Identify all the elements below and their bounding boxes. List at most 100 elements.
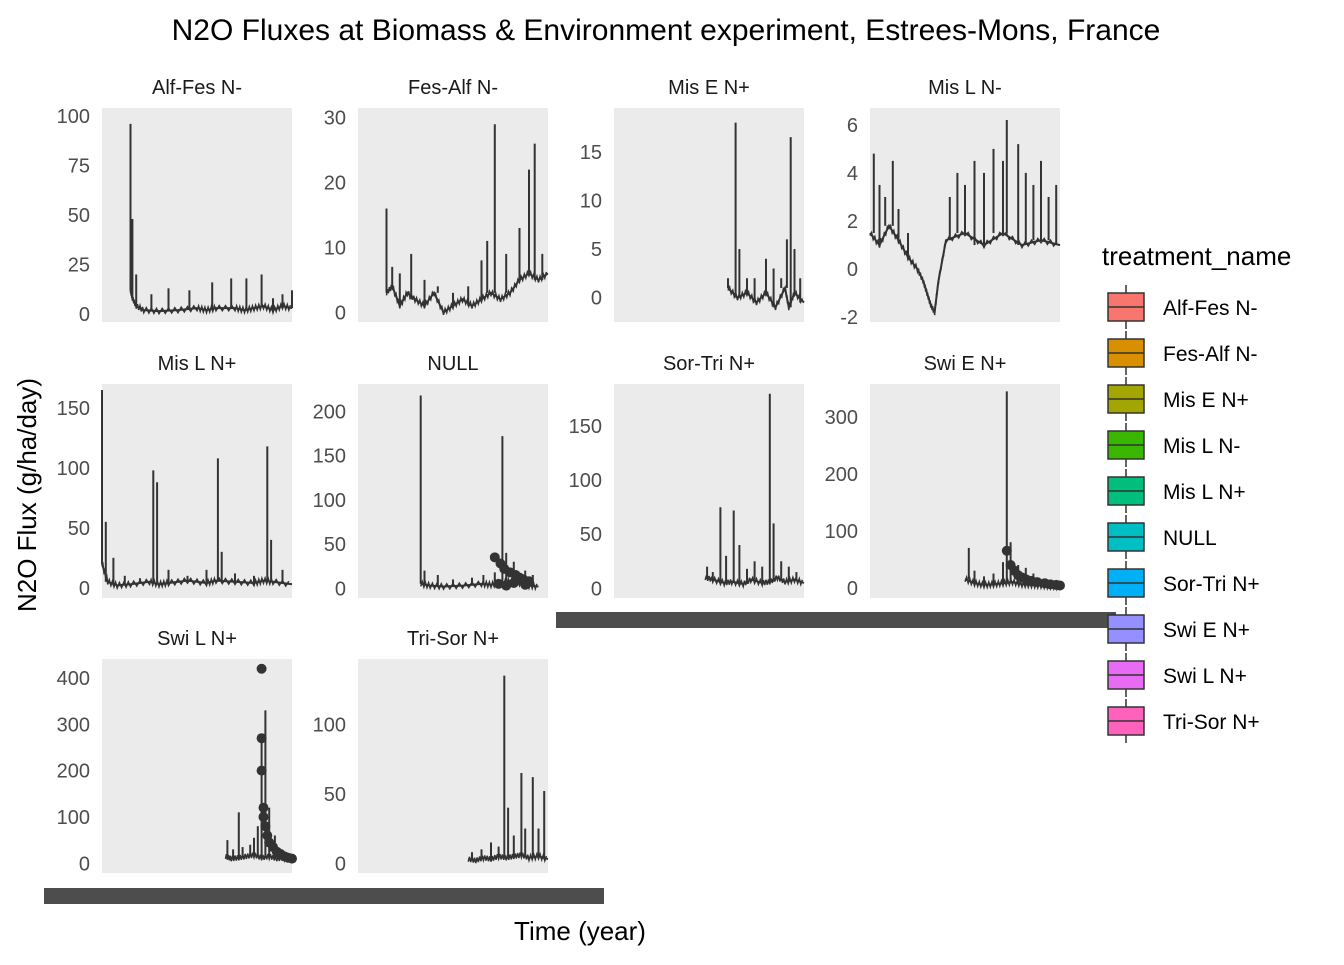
y-tick-label: 100 [313,490,346,512]
legend-label: Sor-Tri N+ [1163,573,1260,596]
y-tick-label: 0 [335,302,346,324]
facet-title: NULL [427,353,478,375]
y-tick-label: 5 [591,239,602,261]
series-noise [129,288,292,316]
outlier-point [1032,577,1043,588]
outlier-point [256,663,267,674]
y-tick-label: 100 [57,106,90,128]
series-noise [101,561,290,591]
panel-background [102,384,292,598]
y-tick-label: 200 [313,401,346,423]
panel-background [358,659,548,873]
outlier-point [258,811,269,822]
legend-item: Tri-Sor N+ [1107,699,1260,743]
outlier-point [260,821,271,832]
y-tick-label: 0 [79,304,90,326]
y-tick-label: 0 [847,259,858,281]
y-tick-label: 100 [313,714,346,736]
legend-label: NULL [1163,527,1217,550]
legend: treatment_name Alf-Fes N- Fes-Alf N- Mis E … [1102,241,1291,743]
facet-panel: Mis L N- -2 0 2 4 6 [840,77,1061,329]
facet-title: Fes-Alf N- [408,77,498,99]
legend-item: Swi E N+ [1107,607,1250,651]
legend-item: Alf-Fes N- [1107,285,1258,329]
legend-label: Mis L N- [1163,435,1240,458]
legend-item: Mis L N+ [1107,469,1246,513]
legend-label: Swi E N+ [1163,619,1250,642]
legend-item: Fes-Alf N- [1107,331,1258,375]
y-tick-label: 0 [591,288,602,310]
facet-title: Mis L N- [928,77,1002,99]
y-tick-label: 100 [825,521,858,543]
series-noise [704,574,804,590]
panel-background [102,659,292,873]
y-tick-label: 0 [591,578,602,600]
y-tick-label: 0 [79,853,90,875]
outlier-point [287,853,297,864]
y-tick-label: 150 [313,446,346,468]
panel-background [102,108,292,322]
y-tick-label: 6 [847,115,858,137]
y-tick-label: 50 [68,205,90,227]
facet-panel: Alf-Fes N- 0 25 50 75 100 [57,77,293,326]
series-noise [385,269,548,316]
outlier-point [258,802,269,813]
x-axis-label: Time (year) [514,916,646,946]
legend-item: Sor-Tri N+ [1107,561,1260,605]
outlier-point [256,733,267,744]
y-tick-label: 0 [847,578,858,600]
x-tick-labels-overlap [44,888,604,904]
facet-panel: Fes-Alf N- 0 10 20 30 [324,77,549,324]
facet-panel: Tri-Sor N+ 0 50 100 [313,628,549,875]
facet-title: Swi L N+ [157,628,237,650]
y-axis-label: N2O Flux (g/ha/day) [12,378,42,612]
legend-label: Mis E N+ [1163,389,1249,412]
y-tick-label: 50 [324,784,346,806]
facet-title: Mis L N+ [158,353,237,375]
y-tick-label: 10 [580,190,602,212]
y-tick-label: 4 [847,163,858,185]
facet-panel: Mis E N+ 0 5 10 15 [580,77,805,322]
panel-background [614,108,804,322]
legend-label: Tri-Sor N+ [1163,711,1260,734]
y-tick-label: 150 [569,416,602,438]
legend-item: NULL [1107,515,1217,559]
y-tick-label: 0 [335,853,346,875]
facet-panel: Swi L N+ 0 100 200 300 400 [57,628,297,875]
legend-label: Swi L N+ [1163,665,1247,688]
y-tick-label: 75 [68,155,90,177]
x-tick-labels-overlap [556,612,1116,628]
y-tick-label: 200 [57,761,90,783]
panel-background [358,384,548,598]
legend-item: Swi L N+ [1107,653,1247,697]
y-tick-label: 400 [57,668,90,690]
series-noise [224,852,292,864]
legend-label: Alf-Fes N- [1163,297,1258,320]
outlier-point [508,577,519,588]
y-tick-label: 200 [825,464,858,486]
facet-panel: Sor-Tri N+ 0 50 100 150 [569,353,805,600]
facet-title: Sor-Tri N+ [663,353,755,375]
legend-label: Mis L N+ [1163,481,1246,504]
outlier-point [493,578,504,589]
y-tick-label: 10 [324,237,346,259]
y-tick-label: 20 [324,173,346,195]
y-tick-label: 25 [68,255,90,277]
chart-title: N2O Fluxes at Biomass & Environment expe… [172,14,1161,47]
outlier-point [501,580,512,591]
y-tick-label: 2 [847,211,858,233]
facet-title: Alf-Fes N- [152,77,242,99]
facet-title: Mis E N+ [668,77,750,99]
outlier-point [1001,545,1012,556]
facet-panel: NULL 0 50 100 150 200 [313,353,548,600]
y-tick-label: 100 [569,470,602,492]
y-tick-label: 150 [57,398,90,420]
outlier-point [256,765,267,776]
facet-title: Tri-Sor N+ [407,628,499,650]
legend-item: Mis L N- [1107,423,1240,467]
series-noise [869,223,1058,316]
outlier-point [1055,580,1065,591]
